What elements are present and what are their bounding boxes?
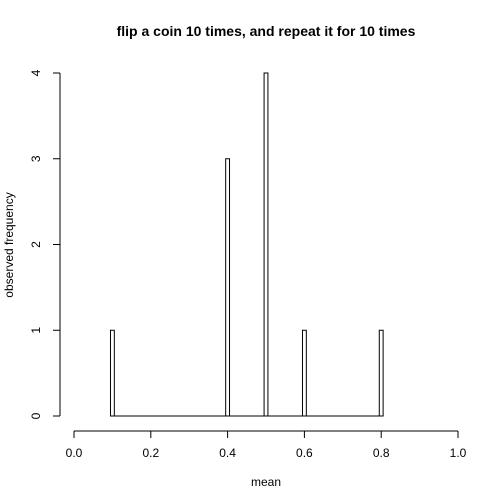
histogram-bar — [109, 329, 115, 417]
y-tick-label: 2 — [29, 241, 43, 248]
x-tick-label: 0.6 — [296, 446, 313, 460]
y-axis-label: observed frequency — [2, 192, 16, 297]
y-axis: 0 1 2 3 4 — [29, 69, 61, 419]
histogram-bar — [225, 158, 231, 417]
x-axis-label: mean — [251, 475, 281, 489]
y-tick-label: 1 — [29, 327, 43, 334]
x-tick-label: 0.2 — [142, 446, 159, 460]
histogram-bar — [263, 72, 269, 417]
y-tick-label: 4 — [29, 69, 43, 76]
x-axis: 0.0 0.2 0.4 0.6 0.8 1.0 — [66, 430, 467, 460]
y-tick-label: 0 — [29, 412, 43, 419]
histogram-bars — [109, 72, 384, 417]
histogram-bar — [378, 329, 384, 417]
x-tick-label: 0.8 — [373, 446, 390, 460]
x-tick-label: 0.0 — [66, 446, 83, 460]
x-tick-label: 0.4 — [219, 446, 236, 460]
x-tick-label: 1.0 — [450, 446, 467, 460]
histogram-bar — [301, 329, 307, 417]
y-tick-label: 3 — [29, 155, 43, 162]
chart-title: flip a coin 10 times, and repeat it for … — [117, 23, 416, 39]
